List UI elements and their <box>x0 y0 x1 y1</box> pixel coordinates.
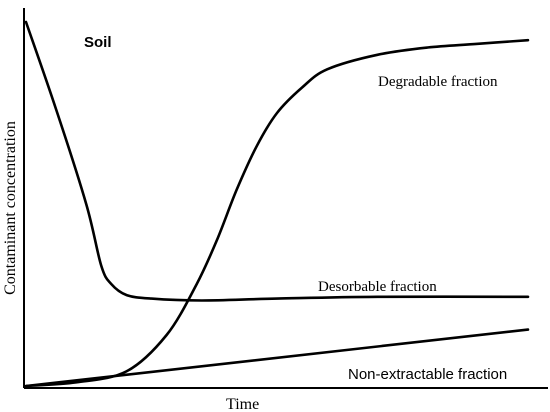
axes <box>23 8 548 389</box>
series-label-nonextractable: Non-extractable fraction <box>348 366 507 383</box>
series-line-degradable <box>24 38 530 388</box>
series-line-nonextractable <box>24 328 530 388</box>
x-axis-label: Time <box>226 396 259 412</box>
series-label-desorbable: Desorbable fraction <box>318 279 437 295</box>
series-line-desorbable <box>24 20 530 302</box>
y-axis-label: Contaminant concentration <box>2 121 19 295</box>
series-layer <box>24 20 530 388</box>
series-label-degradable: Degradable fraction <box>378 74 498 90</box>
chart-title: Soil <box>84 34 112 51</box>
